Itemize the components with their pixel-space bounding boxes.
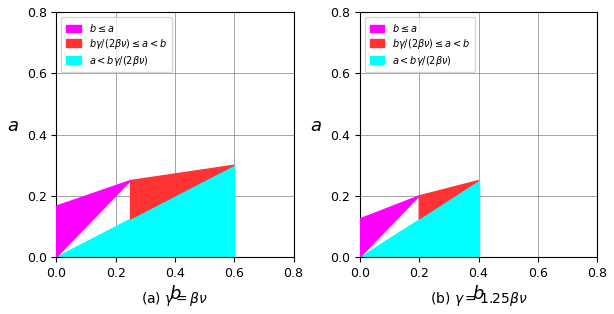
- Polygon shape: [360, 181, 478, 257]
- X-axis label: $b$: $b$: [472, 285, 485, 303]
- Legend: $b \leq a$, $b\gamma/(2\beta\nu) \leq a < b$, $a < b\gamma/(2\beta\nu)$: $b \leq a$, $b\gamma/(2\beta\nu) \leq a …: [365, 17, 475, 72]
- Title: (b) $\gamma = 1.25\beta\nu$: (b) $\gamma = 1.25\beta\nu$: [430, 290, 527, 308]
- Polygon shape: [360, 196, 419, 257]
- Polygon shape: [419, 181, 478, 219]
- Title: (a) $\gamma = \beta\nu$: (a) $\gamma = \beta\nu$: [141, 290, 209, 308]
- Polygon shape: [131, 165, 235, 219]
- Y-axis label: $a$: $a$: [7, 116, 19, 135]
- Polygon shape: [56, 165, 235, 257]
- Polygon shape: [56, 181, 131, 257]
- Y-axis label: $a$: $a$: [311, 116, 322, 135]
- Legend: $b \leq a$, $b\gamma/(2\beta\nu) \leq a < b$, $a < b\gamma/(2\beta\nu)$: $b \leq a$, $b\gamma/(2\beta\nu) \leq a …: [61, 17, 172, 72]
- X-axis label: $b$: $b$: [169, 285, 181, 303]
